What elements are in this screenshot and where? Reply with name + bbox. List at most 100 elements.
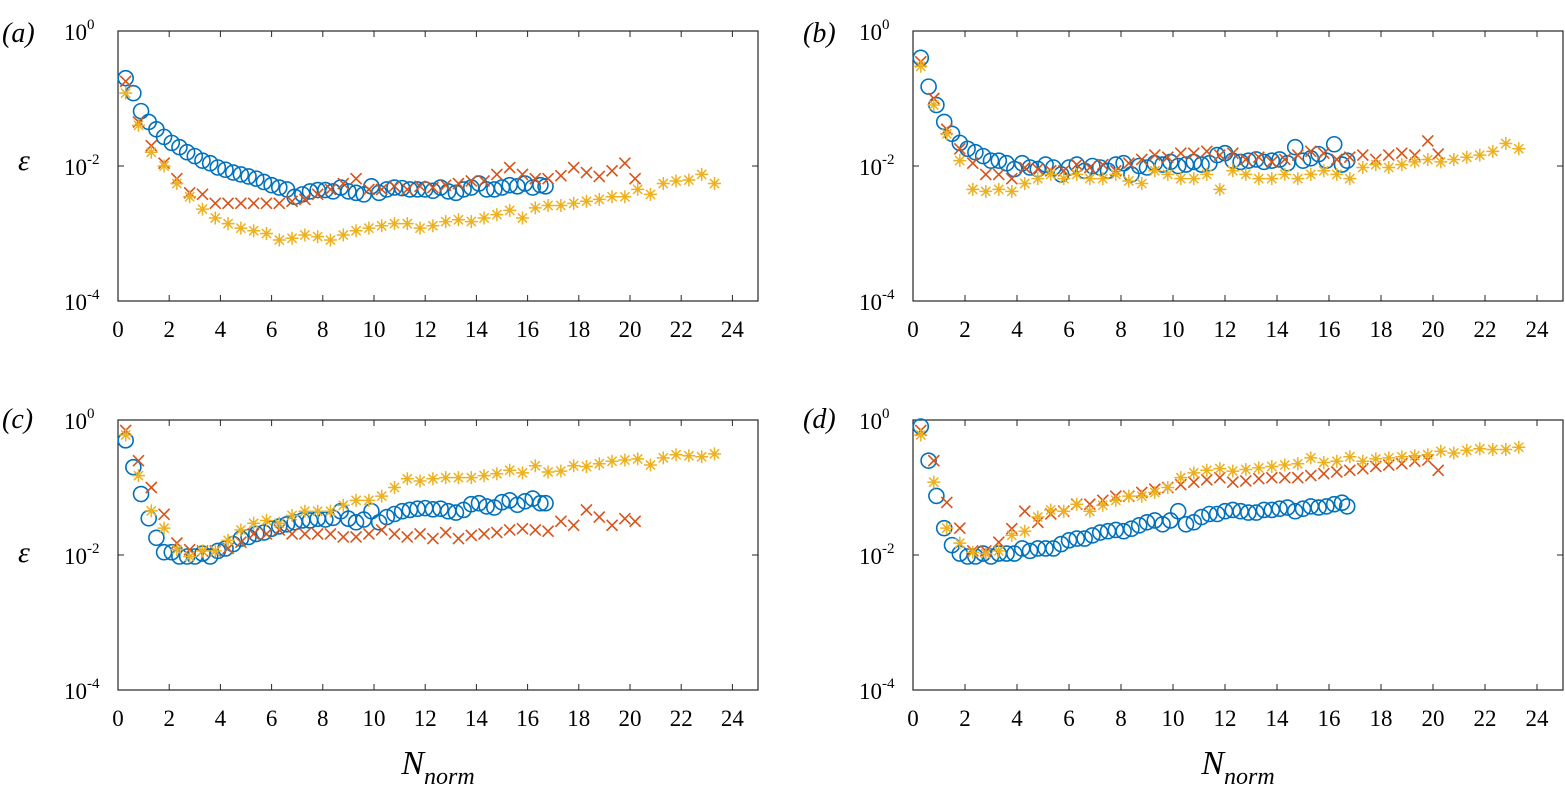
y-tick-label: 10-4 bbox=[64, 287, 100, 315]
data-point-circle bbox=[1208, 505, 1226, 523]
data-point-star bbox=[311, 504, 325, 518]
data-point-star bbox=[298, 504, 312, 518]
x-tick-label: 18 bbox=[1370, 706, 1393, 731]
data-point-circle bbox=[125, 458, 142, 476]
data-point-cross bbox=[529, 523, 542, 537]
data-point-circle bbox=[1091, 524, 1109, 541]
x-tick-label: 20 bbox=[1422, 706, 1445, 731]
data-point-star bbox=[272, 516, 286, 530]
data-point-star bbox=[541, 465, 555, 479]
data-point-star bbox=[1252, 172, 1266, 186]
data-point-circle bbox=[155, 543, 173, 561]
x-tick-label: 2 bbox=[959, 706, 971, 731]
data-point-circle bbox=[1193, 508, 1210, 526]
x-tick-label: 8 bbox=[1115, 706, 1127, 731]
data-point-star bbox=[1031, 172, 1045, 186]
data-point-star bbox=[1057, 172, 1071, 186]
data-point-star bbox=[541, 198, 555, 212]
data-point-cross bbox=[260, 527, 273, 541]
data-point-circle bbox=[1263, 152, 1281, 169]
data-point-star bbox=[323, 233, 337, 247]
x-tick-label: 18 bbox=[567, 706, 590, 731]
data-point-star bbox=[119, 86, 133, 100]
data-point-star bbox=[1070, 497, 1084, 511]
data-point-star bbox=[426, 219, 440, 233]
data-point-circle bbox=[1338, 498, 1356, 515]
data-point-star bbox=[375, 219, 389, 233]
data-point-star bbox=[618, 190, 632, 204]
data-point-circle bbox=[928, 487, 945, 505]
data-point-cross bbox=[119, 75, 132, 88]
data-point-star bbox=[605, 454, 619, 468]
data-point-cross bbox=[439, 179, 452, 192]
data-point-cross bbox=[953, 522, 966, 535]
data-point-cross bbox=[1200, 145, 1213, 158]
data-point-star bbox=[1122, 174, 1136, 188]
x-tick-label: 16 bbox=[1318, 706, 1341, 731]
data-point-star bbox=[362, 221, 376, 235]
data-point-cross bbox=[1135, 153, 1148, 166]
data-point-cross bbox=[1278, 153, 1291, 166]
data-point-star bbox=[439, 215, 453, 229]
data-point-star bbox=[157, 521, 171, 535]
data-point-cross bbox=[1070, 158, 1083, 171]
data-point-star bbox=[1304, 167, 1318, 181]
data-point-cross bbox=[414, 527, 427, 541]
data-point-cross bbox=[580, 503, 593, 517]
data-point-circle bbox=[386, 505, 403, 523]
data-point-cross bbox=[234, 536, 247, 549]
data-point-cross bbox=[992, 168, 1005, 181]
data-point-cross bbox=[1122, 157, 1135, 170]
data-point-cross bbox=[542, 525, 555, 538]
data-point-cross bbox=[1421, 134, 1434, 148]
data-point-cross bbox=[490, 526, 503, 539]
data-point-star bbox=[979, 184, 993, 198]
data-point-cross bbox=[629, 515, 642, 528]
data-point-cross bbox=[158, 508, 171, 521]
panel-c: 0 2 4 6 8 10 12 14 16 18 20 22 2410010-210-4(c)εNnor… bbox=[2, 404, 759, 790]
data-point-star bbox=[400, 472, 414, 486]
data-point-circle bbox=[1338, 152, 1356, 169]
x-tick-label: 10 bbox=[1162, 706, 1185, 731]
data-point-circle bbox=[1247, 504, 1265, 521]
data-point-star bbox=[131, 469, 145, 483]
data-point-circle bbox=[1279, 154, 1296, 172]
data-point-star bbox=[1408, 449, 1422, 463]
data-point-star bbox=[1447, 446, 1461, 460]
data-point-cross bbox=[529, 172, 542, 185]
data-point-star bbox=[259, 513, 273, 527]
data-point-circle bbox=[117, 69, 134, 87]
series-star bbox=[914, 59, 1526, 198]
data-point-circle bbox=[1169, 157, 1187, 175]
data-point-star bbox=[413, 474, 427, 488]
data-point-star bbox=[1382, 161, 1396, 175]
data-point-star bbox=[1070, 167, 1084, 181]
data-point-star bbox=[914, 428, 928, 442]
data-point-circle bbox=[232, 166, 250, 183]
data-point-cross bbox=[542, 172, 555, 185]
data-point-star bbox=[992, 182, 1006, 196]
data-point-star bbox=[1148, 164, 1162, 178]
data-point-star bbox=[1395, 158, 1409, 172]
data-point-star bbox=[1512, 142, 1526, 156]
data-point-cross bbox=[580, 166, 593, 179]
data-point-circle bbox=[455, 181, 472, 198]
data-point-star bbox=[515, 211, 529, 225]
data-point-circle bbox=[347, 184, 365, 202]
data-point-circle bbox=[1177, 515, 1195, 533]
data-point-circle bbox=[478, 498, 495, 515]
data-point-cross bbox=[1005, 172, 1018, 185]
data-point-cross bbox=[554, 169, 567, 182]
data-point-cross bbox=[337, 530, 350, 544]
y-tick-label: 10-2 bbox=[64, 152, 100, 180]
data-point-cross bbox=[1161, 151, 1174, 164]
data-point-circle bbox=[524, 179, 542, 196]
data-point-circle bbox=[920, 78, 937, 95]
data-point-star bbox=[579, 459, 593, 473]
data-point-cross bbox=[1304, 469, 1317, 482]
data-point-cross bbox=[1187, 147, 1200, 160]
data-point-star bbox=[387, 217, 401, 231]
data-point-circle bbox=[1169, 502, 1187, 520]
data-point-cross bbox=[1239, 153, 1252, 166]
